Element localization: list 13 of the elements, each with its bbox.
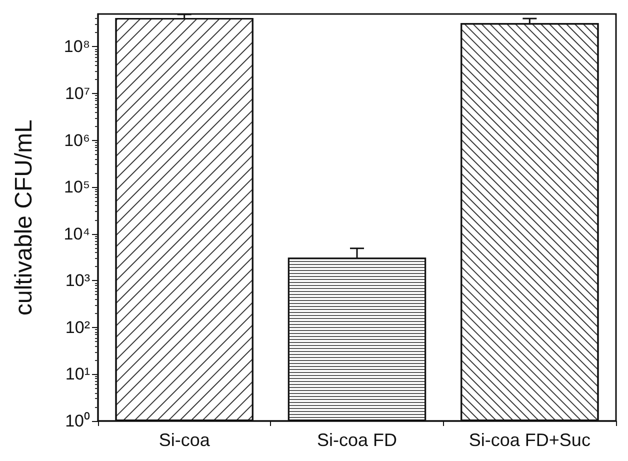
x-tick-label: Si-coa FD+Suc [468, 430, 590, 450]
y-axis-title: cultivable CFU/mL [10, 119, 38, 316]
y-tick-label: 10¹ [65, 364, 90, 384]
y-tick-label: 10⁵ [64, 178, 90, 197]
x-tick-label: Si-coa FD [316, 430, 398, 450]
y-tick-label: 10³ [65, 271, 90, 290]
x-tick-label: Si-coa [158, 430, 211, 450]
y-tick-label: 10⁶ [64, 130, 90, 150]
y-tick-label: 10⁰ [65, 412, 90, 430]
y-tick-label: 10⁷ [64, 84, 90, 103]
y-tick-label: 10⁸ [64, 37, 90, 56]
y-tick-label: 10⁴ [64, 224, 90, 244]
y-tick-label: 10² [65, 318, 90, 337]
